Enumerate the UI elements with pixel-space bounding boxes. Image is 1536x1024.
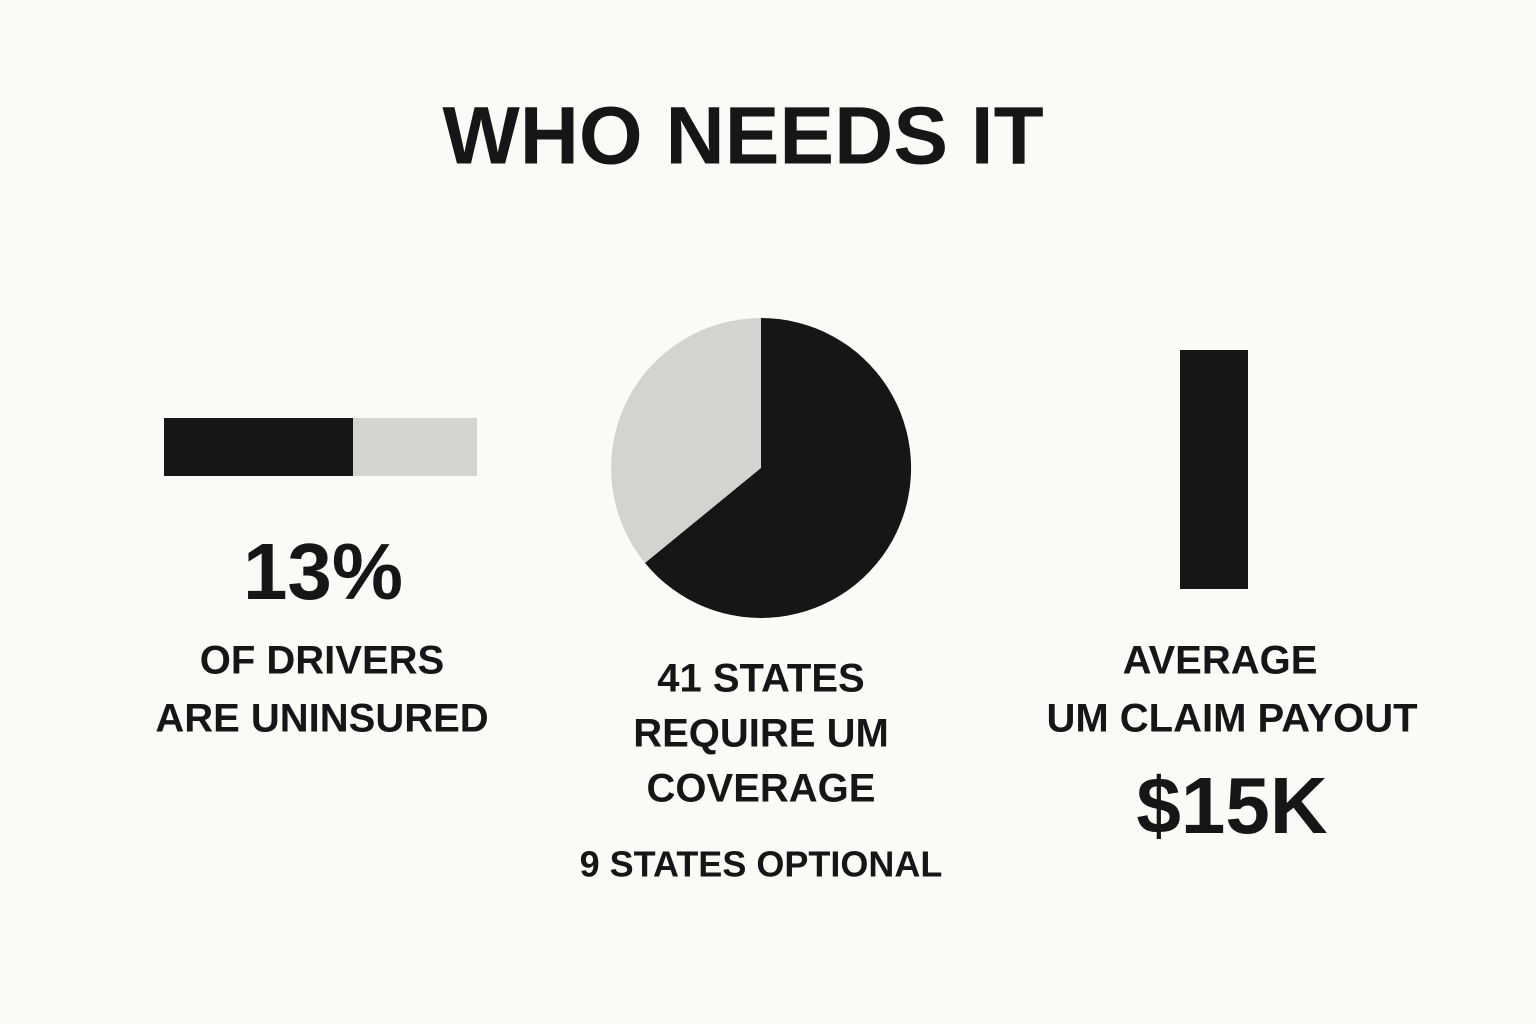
pie-slice <box>645 317 912 618</box>
bar-filled <box>164 418 353 476</box>
caption: UM CLAIM PAYOUT <box>1046 697 1417 741</box>
caption: AVERAGE <box>1123 639 1318 683</box>
bar-rest <box>353 418 477 476</box>
caption: REQUIRE UM <box>633 712 889 756</box>
caption: ARE UNINSURED <box>155 697 488 741</box>
caption: OF DRIVERS <box>200 639 444 683</box>
pie-slice <box>611 318 761 563</box>
caption: COVERAGE <box>647 767 876 811</box>
stat: 13% <box>243 527 403 616</box>
note: 9 STATES OPTIONAL <box>580 844 943 885</box>
stat: $15K <box>1136 761 1327 850</box>
bar <box>1180 350 1248 589</box>
caption: 41 STATES <box>657 657 864 701</box>
title: WHO NEEDS IT <box>442 91 1043 182</box>
